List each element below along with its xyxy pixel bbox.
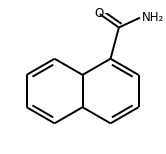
Text: O: O — [94, 7, 103, 20]
Text: NH₂: NH₂ — [142, 11, 164, 24]
